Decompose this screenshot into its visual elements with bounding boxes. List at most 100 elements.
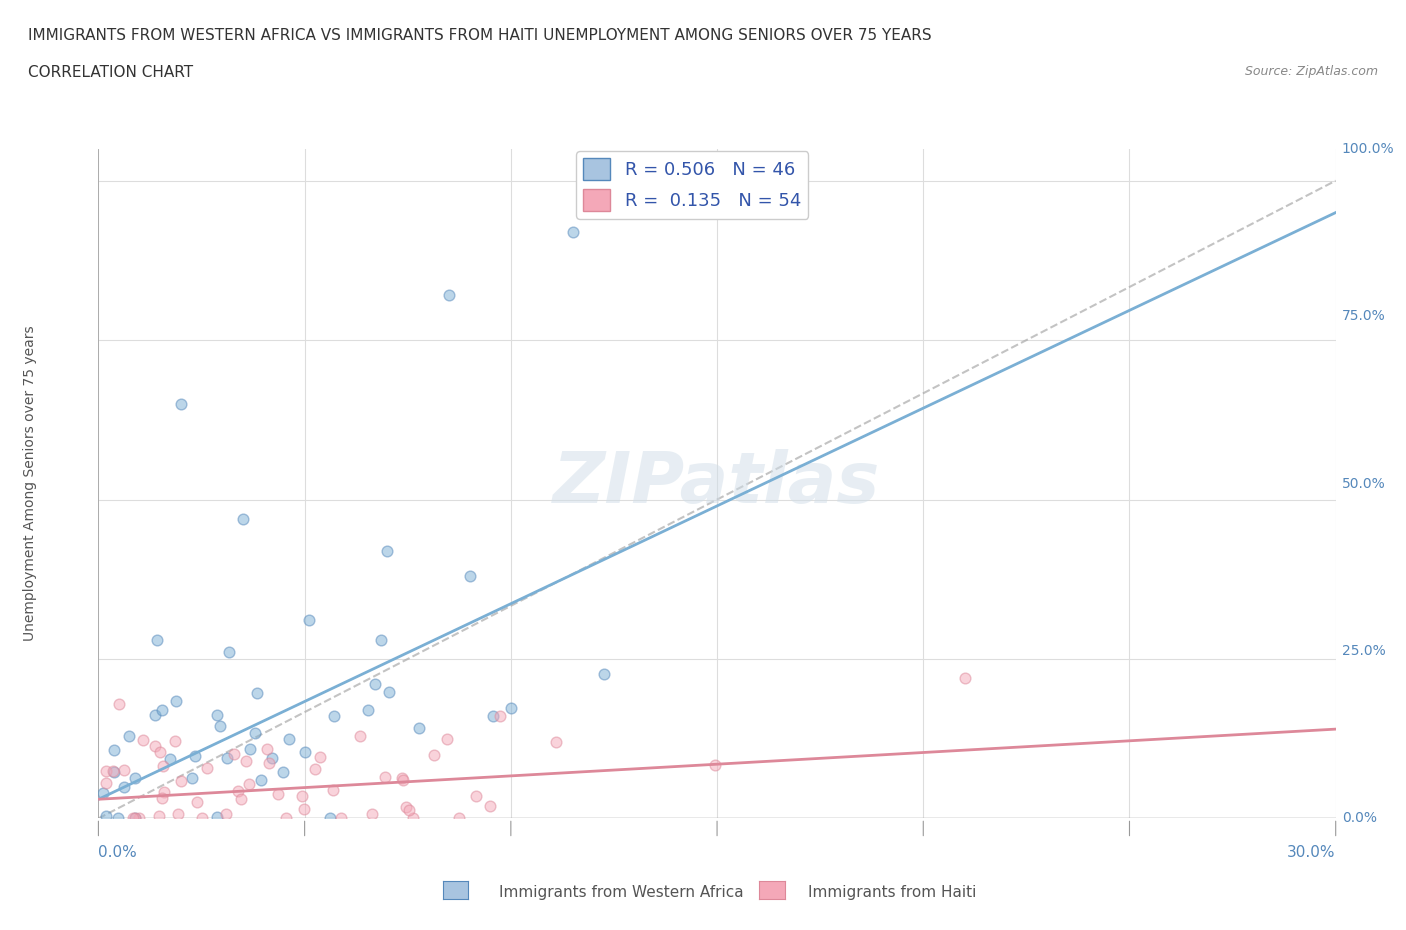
Point [298, 612, 321, 627]
Text: Source: ZipAtlas.com: Source: ZipAtlas.com [1244, 65, 1378, 78]
Point [294, 745, 316, 760]
Point [165, 734, 187, 749]
Point [150, 703, 173, 718]
Point [260, 751, 283, 765]
Point [308, 750, 330, 764]
Point [437, 288, 460, 303]
Point [464, 789, 486, 804]
Point [226, 784, 249, 799]
Point [150, 790, 173, 805]
Text: 0.0%: 0.0% [1341, 811, 1376, 826]
Text: 50.0%: 50.0% [1341, 476, 1386, 491]
Text: IMMIGRANTS FROM WESTERN AFRICA VS IMMIGRANTS FROM HAITI UNEMPLOYMENT AMONG SENIO: IMMIGRANTS FROM WESTERN AFRICA VS IMMIGR… [28, 28, 932, 43]
Point [322, 782, 344, 797]
Point [165, 694, 187, 709]
Point [423, 747, 446, 762]
Point [239, 742, 262, 757]
Point [217, 751, 239, 765]
Point [249, 773, 271, 788]
Point [232, 512, 254, 526]
Point [170, 774, 193, 789]
Point [191, 811, 214, 826]
Point [101, 764, 124, 778]
Point [360, 807, 382, 822]
Point [378, 684, 401, 699]
Legend: R = 0.506   N = 46, R =  0.135   N = 54: R = 0.506 N = 46, R = 0.135 N = 54 [576, 152, 808, 219]
Point [246, 685, 269, 700]
Point [374, 769, 396, 784]
Point [323, 708, 346, 723]
Point [94, 776, 117, 790]
Point [267, 786, 290, 801]
Point [205, 708, 228, 723]
Point [222, 747, 245, 762]
Point [319, 811, 342, 826]
Point [124, 770, 146, 785]
Point [363, 676, 385, 691]
Point [91, 785, 114, 800]
Point [238, 777, 260, 791]
Point [183, 749, 205, 764]
Point [561, 224, 583, 239]
Point [953, 671, 976, 685]
Point [112, 763, 135, 777]
Point [170, 396, 193, 411]
Point [122, 811, 145, 826]
Point [146, 632, 169, 647]
Point [166, 806, 188, 821]
Point [291, 788, 314, 803]
Point [112, 780, 135, 795]
Point [436, 732, 458, 747]
Point [96, 809, 118, 824]
Point [124, 811, 146, 826]
Point [218, 644, 240, 659]
Point [398, 803, 420, 817]
Point [186, 794, 208, 809]
Point [229, 791, 252, 806]
Point [148, 808, 170, 823]
Text: CORRELATION CHART: CORRELATION CHART [28, 65, 193, 80]
Point [118, 728, 141, 743]
Point [103, 742, 125, 757]
Point [159, 752, 181, 767]
Point [278, 731, 301, 746]
Text: ZIPatlas: ZIPatlas [554, 449, 880, 518]
Point [391, 773, 413, 788]
Point [124, 811, 146, 826]
Point [108, 697, 131, 711]
Point [215, 806, 238, 821]
Point [402, 811, 425, 826]
Point [391, 771, 413, 786]
Text: 100.0%: 100.0% [1341, 141, 1395, 156]
Point [593, 667, 616, 682]
Point [408, 721, 430, 736]
Point [153, 785, 176, 800]
Point [132, 733, 155, 748]
Point [195, 761, 218, 776]
Point [370, 632, 392, 647]
Text: Immigrants from Haiti: Immigrants from Haiti [808, 885, 977, 900]
Point [499, 701, 522, 716]
Point [349, 729, 371, 744]
Point [273, 764, 295, 779]
Text: 75.0%: 75.0% [1341, 309, 1386, 324]
Point [143, 707, 166, 722]
Point [479, 799, 502, 814]
Point [292, 802, 315, 817]
Text: Immigrants from Western Africa: Immigrants from Western Africa [499, 885, 744, 900]
Point [704, 758, 727, 773]
Point [181, 771, 204, 786]
Point [395, 799, 418, 814]
Point [304, 762, 326, 777]
Text: Unemployment Among Seniors over 75 years: Unemployment Among Seniors over 75 years [24, 326, 38, 642]
Point [458, 568, 481, 583]
Point [489, 709, 512, 724]
Point [546, 735, 568, 750]
Text: 0.0%: 0.0% [98, 845, 138, 860]
Point [128, 811, 150, 826]
Point [330, 811, 353, 826]
Point [209, 719, 232, 734]
Point [256, 741, 278, 756]
Point [94, 764, 117, 778]
Point [447, 811, 470, 826]
